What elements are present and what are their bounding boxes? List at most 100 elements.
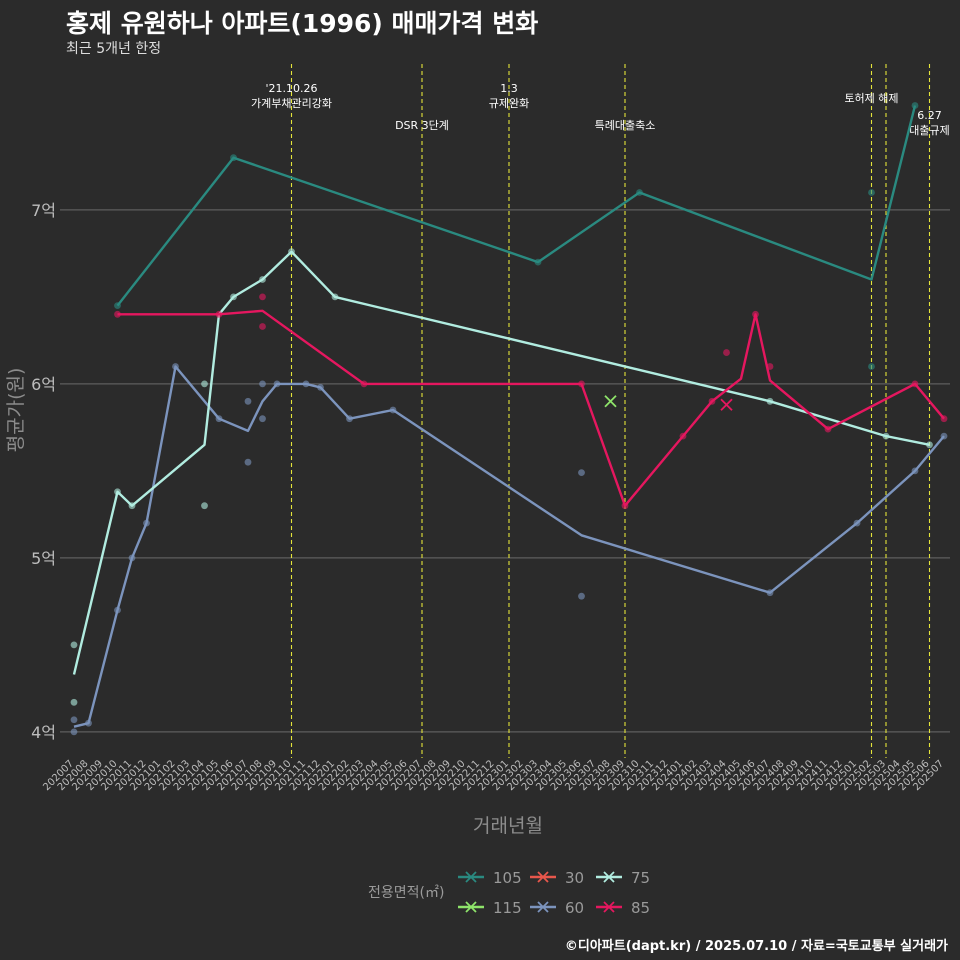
- data-point-60: [578, 469, 585, 477]
- legend-label: 115: [493, 899, 522, 917]
- data-point-85: [752, 310, 759, 318]
- data-point-85: [578, 380, 585, 388]
- legend-swatch-cross: [603, 901, 615, 913]
- data-point-60: [273, 380, 281, 388]
- legend-item-30: 30: [530, 869, 584, 887]
- legend-item-75: 75: [596, 869, 650, 887]
- data-point-75: [201, 380, 208, 388]
- legend-swatch-cross: [603, 871, 615, 883]
- data-point-85: [259, 293, 266, 301]
- data-point-105: [868, 363, 875, 370]
- data-point-85: [940, 415, 948, 423]
- data-point-75: [201, 502, 208, 510]
- data-point-75: [766, 397, 774, 405]
- policy-event-label: 규제완화: [489, 97, 529, 110]
- policy-event-label: 토허제 해제: [844, 91, 898, 105]
- data-point-75: [128, 502, 136, 510]
- policy-event-label: 6.27: [917, 109, 942, 122]
- legend-title: 전용면적(㎡): [368, 885, 444, 901]
- data-point-105: [114, 302, 121, 309]
- data-point-60: [70, 716, 78, 724]
- data-point-60: [578, 592, 585, 600]
- y-tick-label: 7억: [31, 201, 56, 220]
- data-point-75: [70, 641, 78, 649]
- data-point-60: [317, 383, 324, 391]
- data-point-60: [911, 467, 919, 475]
- data-point-85: [259, 323, 266, 330]
- data-point-60: [302, 380, 310, 388]
- data-point-85: [911, 380, 919, 388]
- data-point-60: [172, 363, 179, 370]
- data-point-105: [636, 189, 643, 196]
- data-point-85: [824, 425, 832, 433]
- policy-event-label: DSR 3단계: [395, 119, 449, 132]
- data-point-85: [679, 432, 687, 440]
- data-point-60: [346, 415, 353, 423]
- cross-marker-115: [604, 395, 617, 408]
- source-caption: ©디아파트(dapt.kr) / 2025.07.10 / 자료=국토교통부 실…: [564, 939, 948, 954]
- legend-label: 85: [631, 899, 650, 917]
- data-point-60: [259, 380, 266, 388]
- x-axis-title: 거래년월: [473, 815, 543, 837]
- data-point-105: [534, 258, 542, 266]
- data-point-60: [766, 589, 774, 597]
- data-point-105: [911, 102, 919, 109]
- data-point-85: [766, 363, 774, 370]
- data-point-60: [128, 554, 136, 562]
- data-point-75: [259, 276, 266, 283]
- policy-event-label: 1.3: [500, 82, 518, 95]
- data-point-85: [621, 502, 629, 510]
- data-point-75: [882, 432, 890, 440]
- data-point-60: [389, 406, 397, 414]
- data-point-60: [114, 606, 121, 614]
- data-point-60: [244, 458, 252, 466]
- data-point-60: [70, 728, 78, 736]
- legend-swatch-cross: [465, 901, 477, 913]
- series-line-105: [116, 105, 917, 307]
- y-tick-label: 4억: [31, 723, 56, 742]
- data-point-60: [940, 432, 948, 440]
- data-point-60: [259, 415, 266, 423]
- legend-swatch-cross: [537, 871, 549, 883]
- data-point-60: [215, 415, 223, 423]
- legend-item-60: 60: [530, 899, 584, 917]
- series-line-85: [117, 309, 945, 507]
- data-point-60: [853, 519, 861, 527]
- data-point-60: [244, 397, 252, 405]
- data-point-60: [143, 519, 150, 527]
- y-axis-title: 평균가(원): [5, 368, 27, 453]
- legend-swatch-cross: [465, 871, 477, 883]
- data-point-85: [360, 380, 368, 388]
- policy-event-label: '21.10.26: [265, 82, 317, 95]
- legend-label: 75: [631, 869, 650, 887]
- data-point-75: [288, 248, 295, 256]
- data-point-85: [215, 310, 223, 318]
- data-point-75: [230, 293, 237, 301]
- data-point-60: [85, 719, 92, 727]
- legend-item-105: 105: [458, 869, 522, 887]
- legend-item-115: 115: [458, 899, 522, 917]
- chart-subtitle: 최근 5개년 한정: [66, 41, 162, 57]
- legend-label: 60: [565, 899, 584, 917]
- data-point-75: [70, 698, 78, 706]
- policy-event-label: 특례대출축소: [595, 119, 656, 132]
- legend-item-85: 85: [596, 899, 650, 917]
- data-point-85: [708, 397, 716, 405]
- y-tick-label: 6억: [31, 375, 56, 394]
- cross-marker-85: [720, 398, 733, 411]
- y-tick-label: 5억: [31, 549, 56, 568]
- data-point-85: [114, 310, 121, 318]
- data-point-105: [868, 189, 875, 196]
- legend-label: 30: [565, 869, 584, 887]
- series-line-60: [73, 365, 945, 728]
- data-point-75: [114, 488, 121, 496]
- chart-title: 홍제 유원하나 아파트(1996) 매매가격 변화: [66, 9, 539, 38]
- legend-label: 105: [493, 869, 522, 887]
- policy-event-label: 대출규제: [909, 124, 949, 137]
- data-point-75: [926, 441, 933, 449]
- data-point-75: [331, 293, 339, 301]
- policy-event-label: 가계부채관리강화: [251, 97, 332, 110]
- legend-swatch-cross: [537, 901, 549, 913]
- data-point-105: [230, 154, 237, 162]
